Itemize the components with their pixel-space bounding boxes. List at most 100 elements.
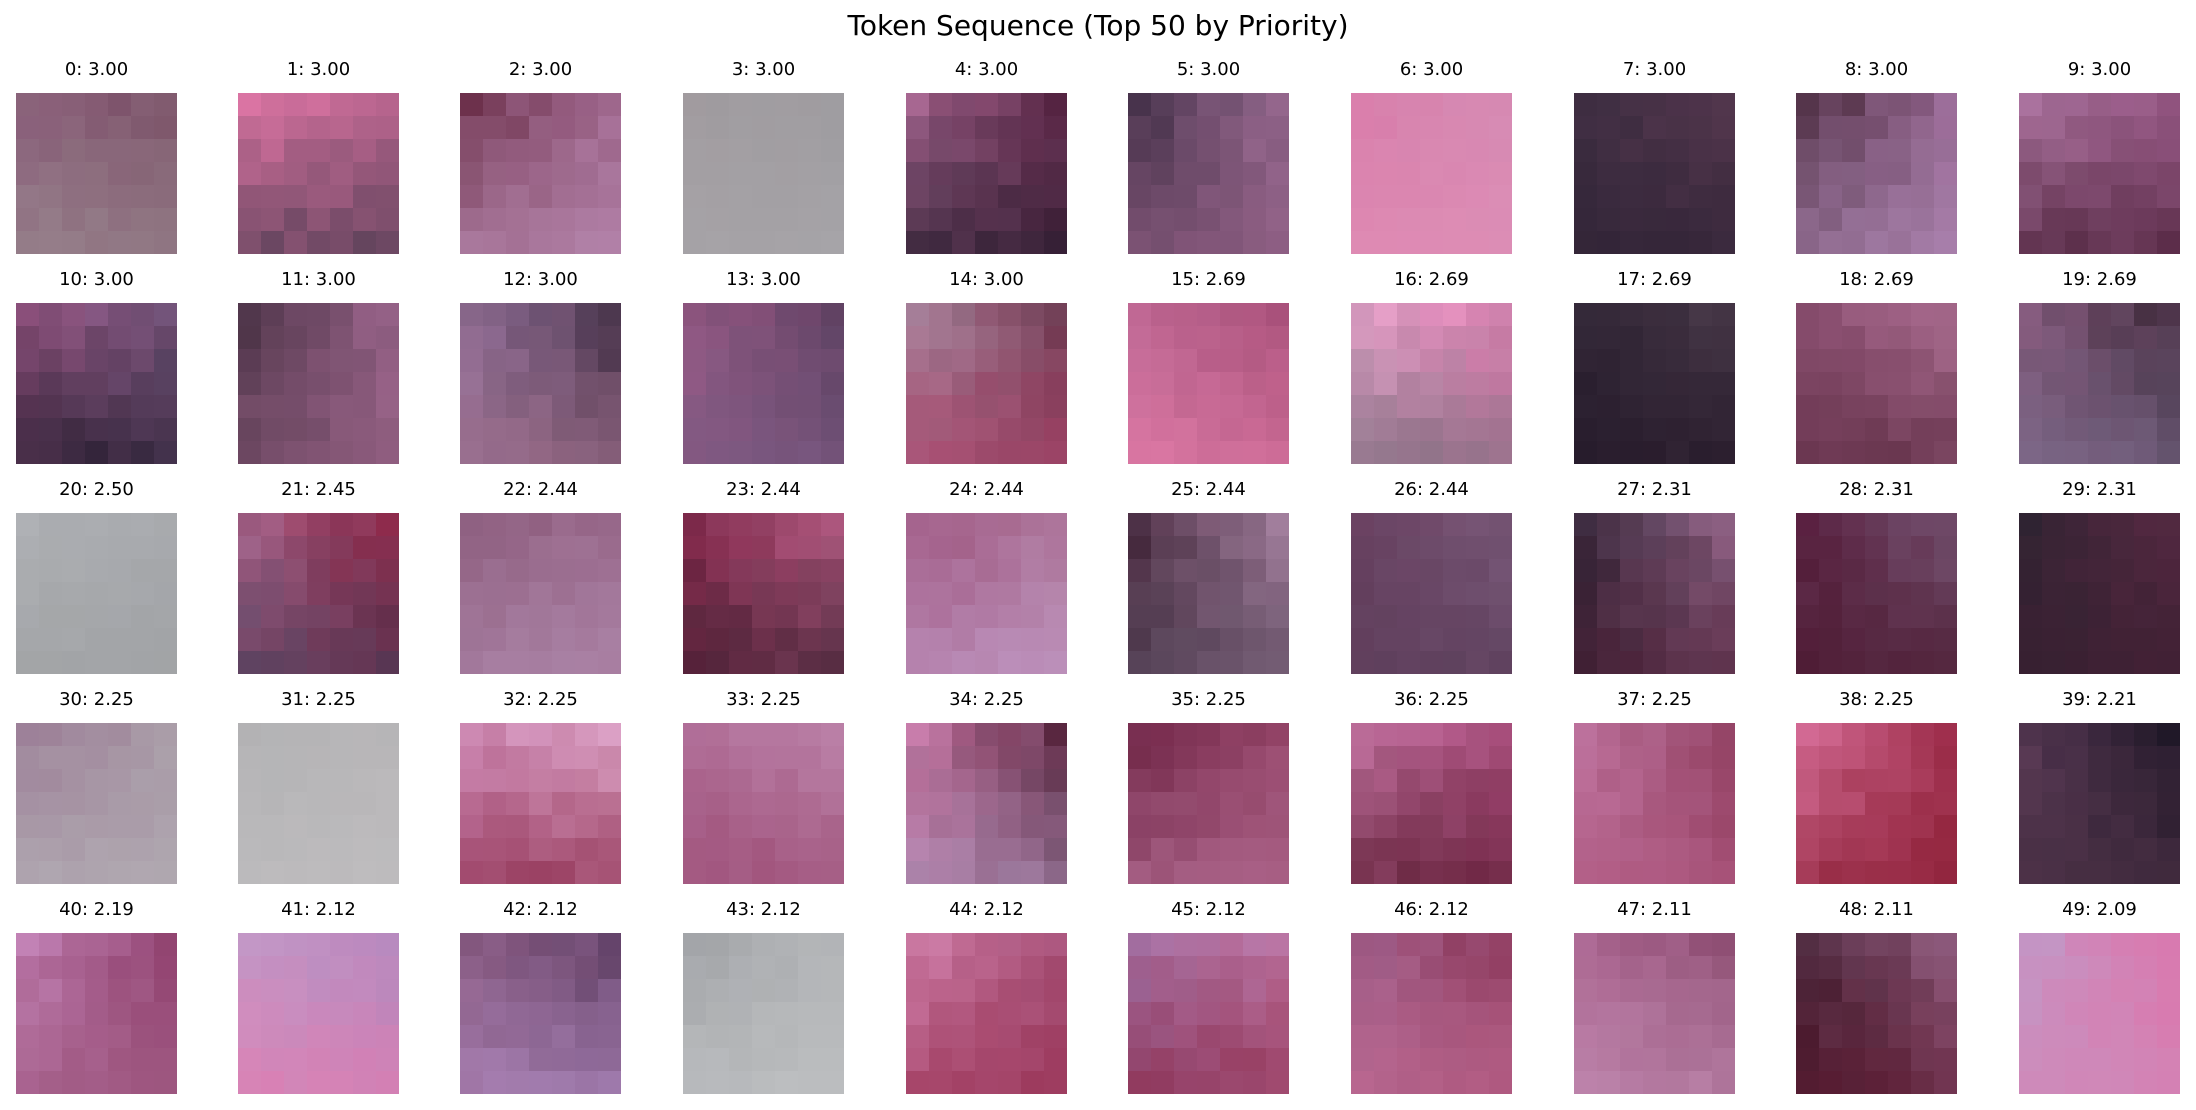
- token-patch-image: [2019, 93, 2180, 254]
- token-patch-image: [1574, 303, 1735, 464]
- token-label: 5: 3.00: [1176, 59, 1241, 80]
- token-patch-image: [1128, 513, 1289, 674]
- token-label: 24: 2.44: [949, 479, 1024, 500]
- token-patch-image: [683, 933, 844, 1094]
- token-patch-image: [1351, 303, 1512, 464]
- token-patch-image: [1128, 933, 1289, 1094]
- token-patch-image: [2019, 513, 2180, 674]
- figure-title: Token Sequence (Top 50 by Priority): [847, 9, 1349, 42]
- token-label: 9: 3.00: [2067, 59, 2132, 80]
- token-patch-image: [1128, 93, 1289, 254]
- token-patch-image: [1796, 933, 1957, 1094]
- token-label: 17: 2.69: [1617, 269, 1692, 290]
- token-patch-image: [683, 93, 844, 254]
- token-patch-image: [1796, 723, 1957, 884]
- token-label: 25: 2.44: [1171, 479, 1246, 500]
- token-label: 20: 2.50: [59, 479, 134, 500]
- token-patch-image: [906, 303, 1067, 464]
- token-patch-image: [16, 303, 177, 464]
- token-label: 18: 2.69: [1839, 269, 1914, 290]
- token-patch-image: [460, 723, 621, 884]
- token-patch-image: [460, 93, 621, 254]
- token-patch-image: [683, 303, 844, 464]
- token-label: 47: 2.11: [1617, 899, 1692, 920]
- token-label: 39: 2.21: [2062, 689, 2137, 710]
- token-patch-image: [906, 723, 1067, 884]
- token-label: 32: 2.25: [503, 689, 578, 710]
- token-patch-image: [1351, 513, 1512, 674]
- token-label: 49: 2.09: [2062, 899, 2137, 920]
- token-label: 40: 2.19: [59, 899, 134, 920]
- token-label: 15: 2.69: [1171, 269, 1246, 290]
- token-patch-image: [2019, 303, 2180, 464]
- token-patch-image: [1796, 93, 1957, 254]
- token-label: 31: 2.25: [281, 689, 356, 710]
- token-label: 13: 3.00: [726, 269, 801, 290]
- token-patch-image: [1351, 933, 1512, 1094]
- token-patch-image: [16, 513, 177, 674]
- token-label: 16: 2.69: [1394, 269, 1469, 290]
- token-patch-image: [1351, 93, 1512, 254]
- token-label: 1: 3.00: [286, 59, 351, 80]
- token-patch-image: [1351, 723, 1512, 884]
- token-patch-image: [238, 723, 399, 884]
- token-patch-image: [1128, 303, 1289, 464]
- token-patch-image: [1574, 933, 1735, 1094]
- token-patch-image: [238, 93, 399, 254]
- token-label: 38: 2.25: [1839, 689, 1914, 710]
- token-patch-image: [238, 303, 399, 464]
- token-label: 8: 3.00: [1844, 59, 1909, 80]
- token-label: 14: 3.00: [949, 269, 1024, 290]
- token-patch-image: [1574, 93, 1735, 254]
- token-patch-image: [460, 303, 621, 464]
- token-label: 42: 2.12: [503, 899, 578, 920]
- token-label: 26: 2.44: [1394, 479, 1469, 500]
- token-patch-image: [16, 723, 177, 884]
- token-patch-image: [460, 933, 621, 1094]
- token-label: 46: 2.12: [1394, 899, 1469, 920]
- token-label: 22: 2.44: [503, 479, 578, 500]
- token-patch-image: [238, 513, 399, 674]
- token-label: 19: 2.69: [2062, 269, 2137, 290]
- token-label: 30: 2.25: [59, 689, 134, 710]
- token-patch-image: [683, 723, 844, 884]
- token-label: 41: 2.12: [281, 899, 356, 920]
- token-patch-image: [1796, 303, 1957, 464]
- token-label: 36: 2.25: [1394, 689, 1469, 710]
- token-label: 7: 3.00: [1622, 59, 1687, 80]
- token-patch-image: [1574, 513, 1735, 674]
- token-label: 33: 2.25: [726, 689, 801, 710]
- token-label: 4: 3.00: [954, 59, 1019, 80]
- token-label: 6: 3.00: [1399, 59, 1464, 80]
- token-patch-image: [683, 513, 844, 674]
- token-label: 2: 3.00: [508, 59, 573, 80]
- token-patch-image: [2019, 723, 2180, 884]
- token-label: 28: 2.31: [1839, 479, 1914, 500]
- token-label: 48: 2.11: [1839, 899, 1914, 920]
- token-patch-image: [16, 933, 177, 1094]
- token-label: 45: 2.12: [1171, 899, 1246, 920]
- token-patch-image: [16, 93, 177, 254]
- token-patch-image: [1796, 513, 1957, 674]
- token-patch-image: [906, 513, 1067, 674]
- token-label: 35: 2.25: [1171, 689, 1246, 710]
- token-label: 11: 3.00: [281, 269, 356, 290]
- token-label: 23: 2.44: [726, 479, 801, 500]
- token-patch-image: [238, 933, 399, 1094]
- token-label: 12: 3.00: [503, 269, 578, 290]
- token-label: 10: 3.00: [59, 269, 134, 290]
- token-label: 0: 3.00: [64, 59, 129, 80]
- token-patch-image: [906, 93, 1067, 254]
- token-patch-image: [460, 513, 621, 674]
- token-label: 21: 2.45: [281, 479, 356, 500]
- token-label: 43: 2.12: [726, 899, 801, 920]
- token-label: 29: 2.31: [2062, 479, 2137, 500]
- token-patch-image: [2019, 933, 2180, 1094]
- token-label: 34: 2.25: [949, 689, 1024, 710]
- token-label: 37: 2.25: [1617, 689, 1692, 710]
- token-label: 27: 2.31: [1617, 479, 1692, 500]
- token-label: 3: 3.00: [731, 59, 796, 80]
- token-patch-image: [1128, 723, 1289, 884]
- token-patch-image: [906, 933, 1067, 1094]
